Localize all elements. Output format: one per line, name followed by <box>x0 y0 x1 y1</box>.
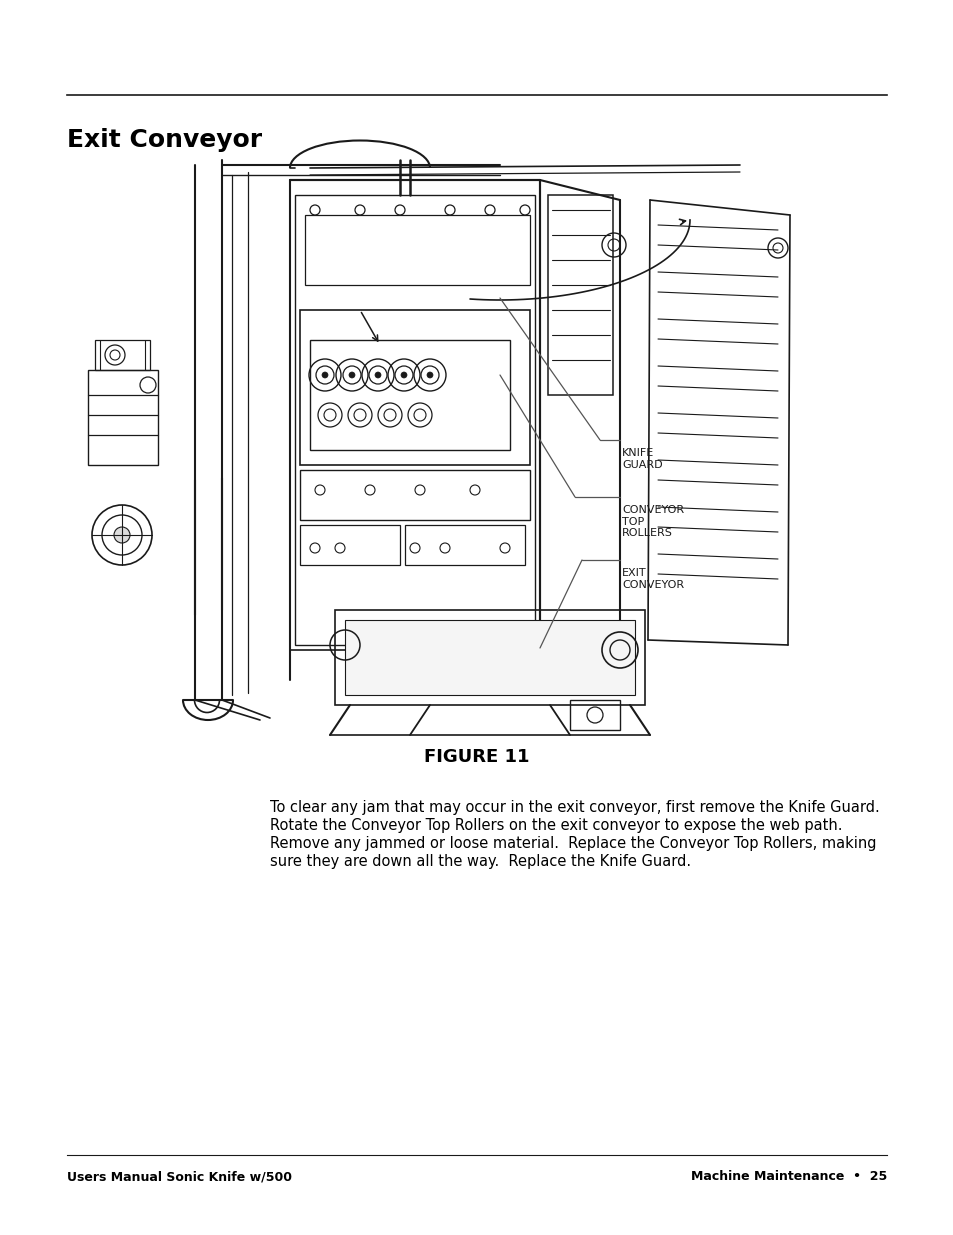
Bar <box>569 700 619 730</box>
Text: KNIFE
GUARD: KNIFE GUARD <box>621 448 662 469</box>
Text: CONVEYOR
TOP
ROLLERS: CONVEYOR TOP ROLLERS <box>621 505 683 538</box>
Circle shape <box>375 372 380 378</box>
Circle shape <box>322 372 328 378</box>
Bar <box>88 370 158 466</box>
Text: Machine Maintenance  •  25: Machine Maintenance • 25 <box>690 1170 886 1183</box>
Bar <box>345 620 635 695</box>
Circle shape <box>400 372 407 378</box>
Bar <box>310 340 510 450</box>
Text: EXIT
CONVEYOR: EXIT CONVEYOR <box>621 568 683 589</box>
Text: Users Manual Sonic Knife w/500: Users Manual Sonic Knife w/500 <box>67 1170 292 1183</box>
Text: sure they are down all the way.  Replace the Knife Guard.: sure they are down all the way. Replace … <box>270 853 690 869</box>
Circle shape <box>113 527 130 543</box>
Text: FIGURE 11: FIGURE 11 <box>424 748 529 766</box>
Bar <box>299 471 530 520</box>
Text: Remove any jammed or loose material.  Replace the Conveyor Top Rollers, making: Remove any jammed or loose material. Rep… <box>270 836 876 851</box>
Bar <box>299 525 399 564</box>
Bar <box>305 215 530 285</box>
Text: Exit Conveyor: Exit Conveyor <box>67 128 262 152</box>
Bar <box>294 195 535 645</box>
Bar <box>547 195 613 395</box>
Bar <box>335 610 644 705</box>
Bar <box>405 525 524 564</box>
Bar <box>299 310 530 466</box>
Text: To clear any jam that may occur in the exit conveyor, first remove the Knife Gua: To clear any jam that may occur in the e… <box>270 800 879 815</box>
Circle shape <box>427 372 433 378</box>
Bar <box>95 340 150 370</box>
Circle shape <box>349 372 355 378</box>
Text: Rotate the Conveyor Top Rollers on the exit conveyor to expose the web path.: Rotate the Conveyor Top Rollers on the e… <box>270 818 841 832</box>
